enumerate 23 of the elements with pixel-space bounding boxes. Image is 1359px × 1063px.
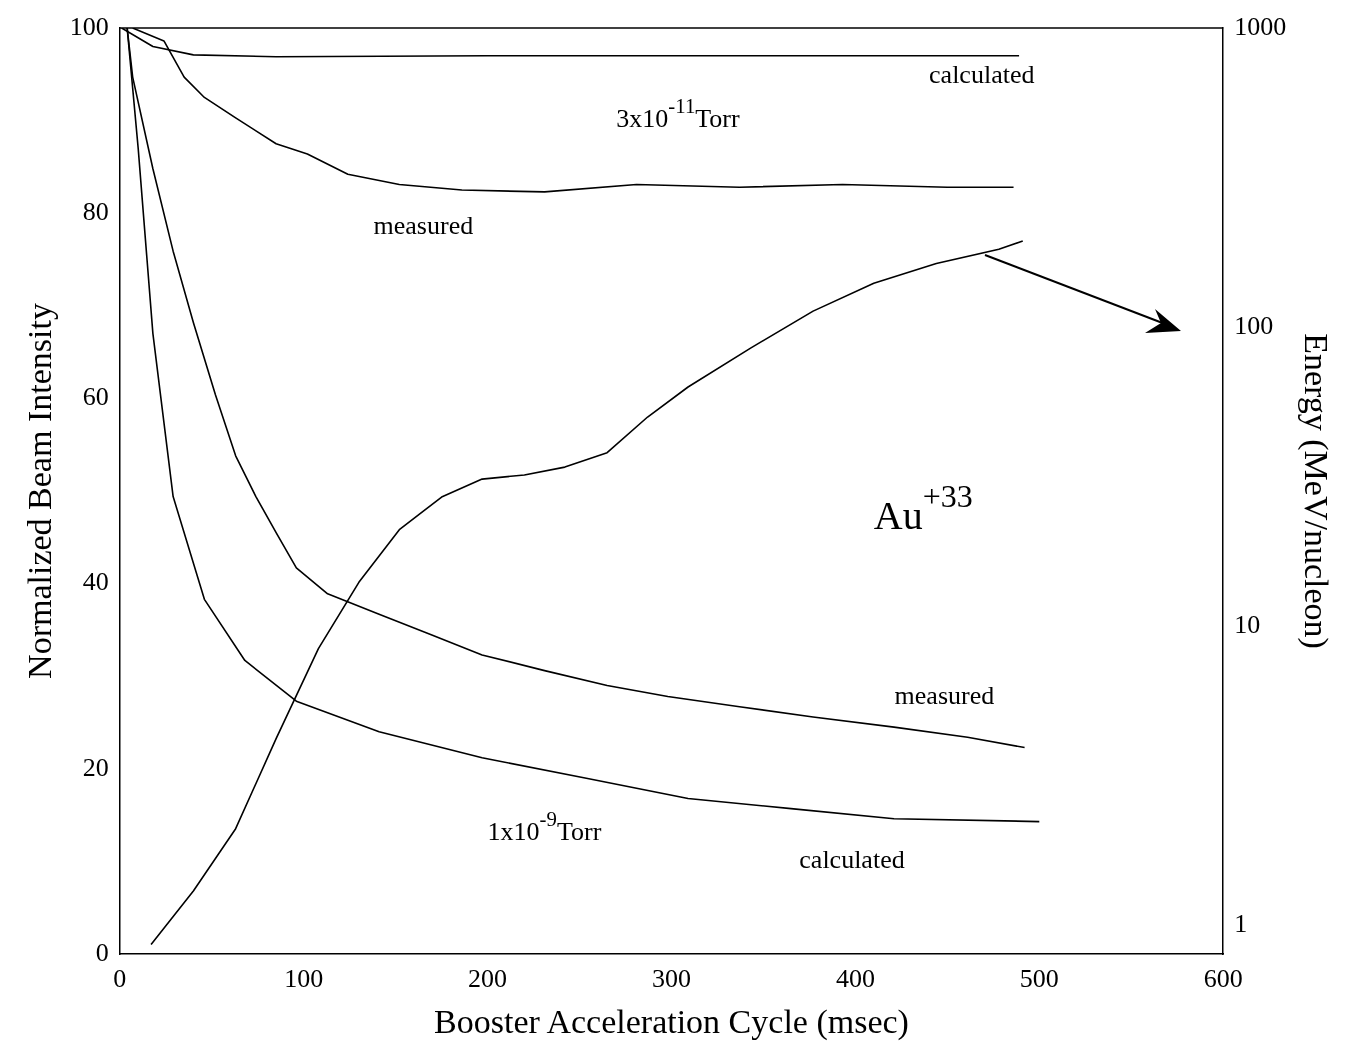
series-label: calculated (929, 59, 1035, 89)
y2-axis-title: Energy (MeV/nucleon) (1296, 333, 1335, 649)
y-tick-label: 80 (82, 197, 109, 227)
y2-tick-label: 1 (1234, 908, 1248, 938)
y2-tick-label: 10 (1234, 609, 1261, 639)
x-axis-title: Booster Acceleration Cycle (msec) (434, 1002, 909, 1041)
y-tick-label: 20 (82, 752, 109, 782)
x-tick-label: 200 (468, 964, 508, 994)
x-tick-label: 300 (652, 964, 691, 994)
x-tick-label: 100 (284, 964, 324, 994)
y2-tick-label: 1000 (1234, 11, 1287, 41)
y-tick-label: 60 (82, 382, 109, 412)
series-label: calculated (799, 845, 905, 875)
y-axis-title: Normalized Beam Intensity (21, 303, 59, 679)
x-tick-label: 500 (1019, 964, 1059, 994)
x-tick-label: 400 (835, 964, 875, 994)
y-tick-label: 40 (82, 567, 109, 597)
series-label: measured (373, 211, 474, 241)
y-tick-label: 0 (95, 937, 109, 967)
y-tick-label: 100 (69, 11, 109, 41)
x-tick-label: 600 (1203, 964, 1243, 994)
series-label: measured (894, 681, 995, 711)
y2-tick-label: 100 (1234, 310, 1274, 340)
